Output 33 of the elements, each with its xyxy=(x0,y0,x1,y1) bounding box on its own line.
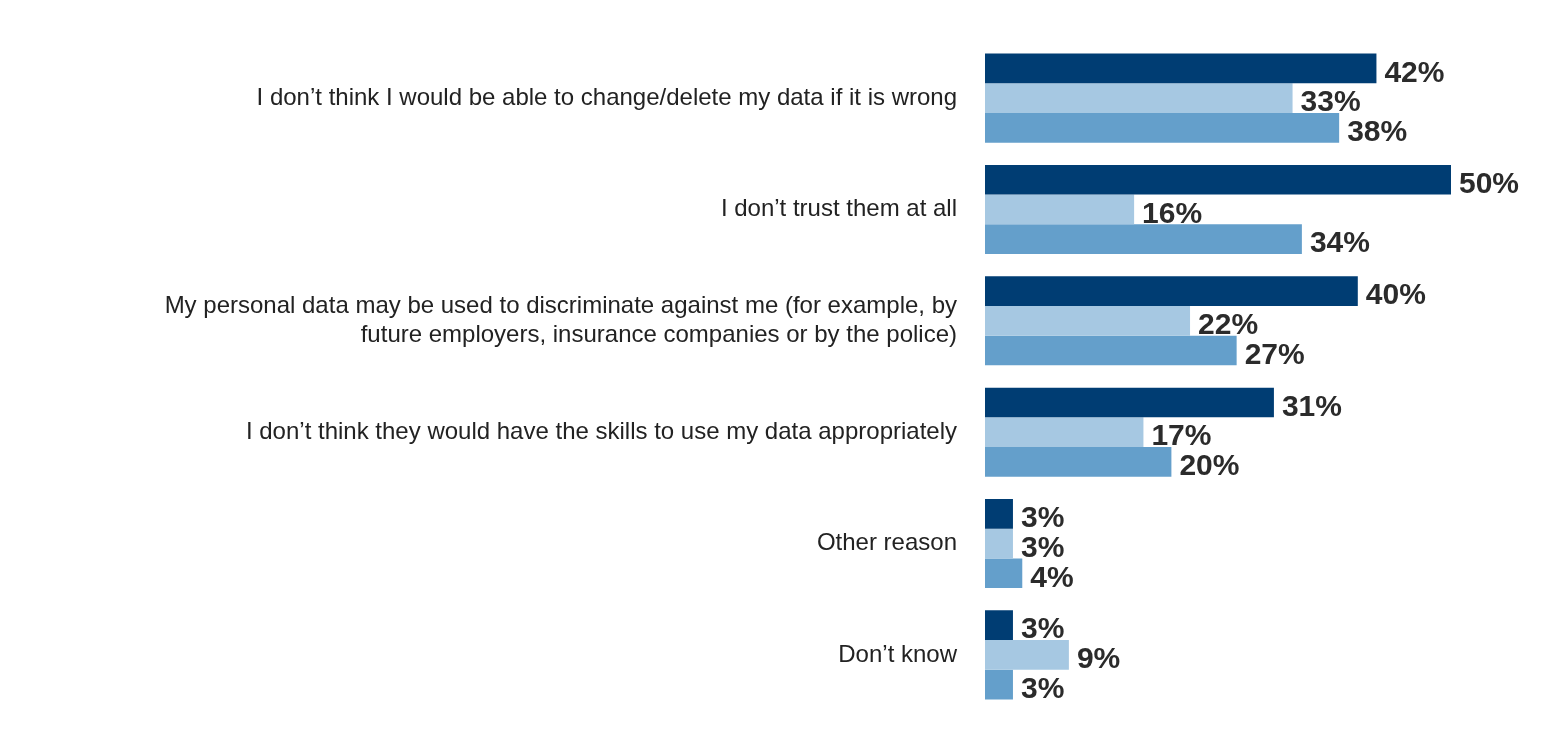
bar xyxy=(985,335,1237,366)
data-label: 3% xyxy=(1020,670,1065,704)
bar xyxy=(985,558,1023,589)
data-label: 3% xyxy=(1020,611,1065,645)
y-tick-label: I don’t think I would be able to change/delete my data if it is wrong xyxy=(256,82,957,110)
data-label: 31% xyxy=(1281,388,1342,422)
bar xyxy=(985,53,1377,84)
bar xyxy=(985,640,1069,670)
bar xyxy=(985,224,1302,254)
data-label: 9% xyxy=(1076,641,1121,675)
bar xyxy=(985,610,1013,641)
bar xyxy=(985,447,1172,477)
bar xyxy=(985,528,1013,559)
y-tick-label: I don’t think they would have the skills to use my data appropriately xyxy=(245,416,957,444)
bar xyxy=(985,112,1340,143)
y-tick-label: My personal data may be used to discriminate against me (for example, by future employers, insurance companies or by the police) xyxy=(164,291,957,347)
bar xyxy=(985,387,1274,418)
data-label: 50% xyxy=(1459,166,1520,200)
bar xyxy=(985,305,1191,336)
y-tick-label: Don’t know xyxy=(838,639,958,667)
bar xyxy=(985,276,1358,306)
data-label: 42% xyxy=(1384,54,1445,88)
data-label: 16% xyxy=(1142,195,1203,229)
y-tick-label: Other reason xyxy=(816,528,957,556)
bar xyxy=(985,417,1144,448)
bar xyxy=(985,669,1013,700)
bar xyxy=(985,194,1135,225)
data-label: 34% xyxy=(1309,225,1370,259)
bar xyxy=(985,164,1451,195)
y-tick-label: I don’t trust them at all xyxy=(720,194,957,222)
bar xyxy=(985,83,1293,113)
bar xyxy=(985,499,1013,529)
data-label: 40% xyxy=(1365,277,1426,311)
